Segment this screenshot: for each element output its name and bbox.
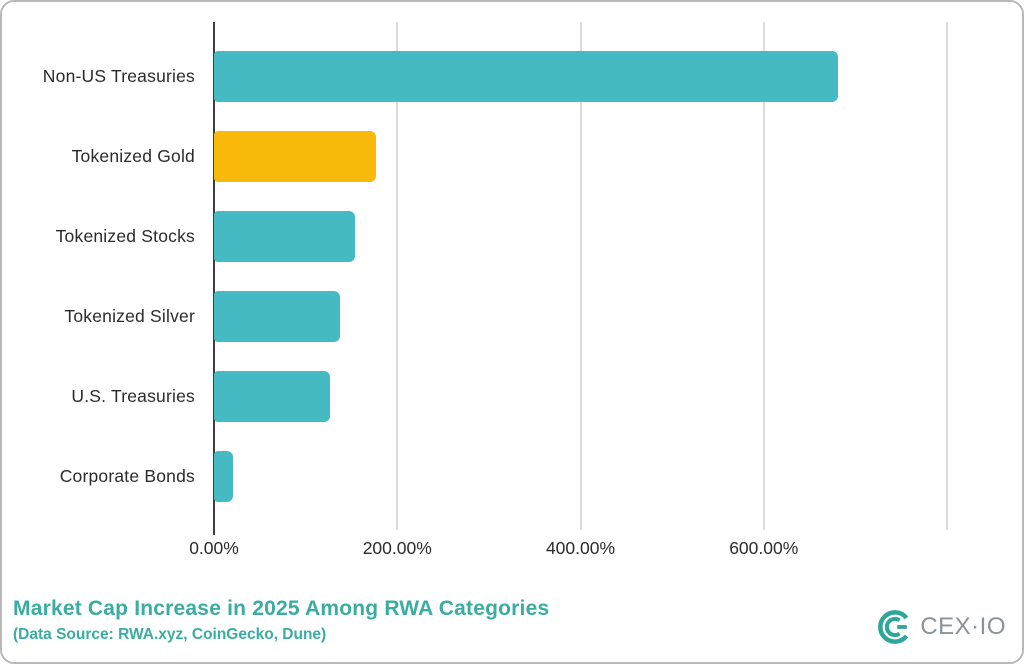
category-label: Non-US Treasuries [42,66,195,86]
category-label: Tokenized Silver [64,306,195,326]
gridline-800 [946,22,948,530]
cexio-logo: CEX·IO [877,604,1006,650]
bar-tokenized-silver [214,291,341,342]
bar-corporate-bonds [214,451,234,502]
category-label: Tokenized Stocks [55,226,195,246]
category-label: Corporate Bonds [59,466,195,486]
x-tick-label: 400.00% [545,538,616,558]
bar-chart-plot-area [214,22,948,530]
chart-title: Market Cap Increase in 2025 Among RWA Ca… [13,597,550,620]
category-label: Tokenized Gold [71,146,195,166]
gridline-400 [579,22,582,530]
cexio-logo-text: CEX·IO [920,613,1006,640]
category-label: U.S. Treasuries [71,386,195,406]
bar-tokenized-gold [214,131,377,182]
gridline-200 [396,22,399,530]
y-axis-line [213,22,215,535]
x-tick-label: 0.00% [189,538,239,558]
x-tick-label: 600.00% [729,538,799,558]
gridline-600 [762,22,765,530]
x-tick-label: 200.00% [362,538,432,558]
cexio-logo-icon [877,609,913,645]
bar-u-s-treasuries [214,371,331,422]
bar-non-us-treasuries [214,51,838,102]
chart-subtitle: (Data Source: RWA.xyz, CoinGecko, Dune) [13,626,327,643]
bar-tokenized-stocks [214,211,356,262]
